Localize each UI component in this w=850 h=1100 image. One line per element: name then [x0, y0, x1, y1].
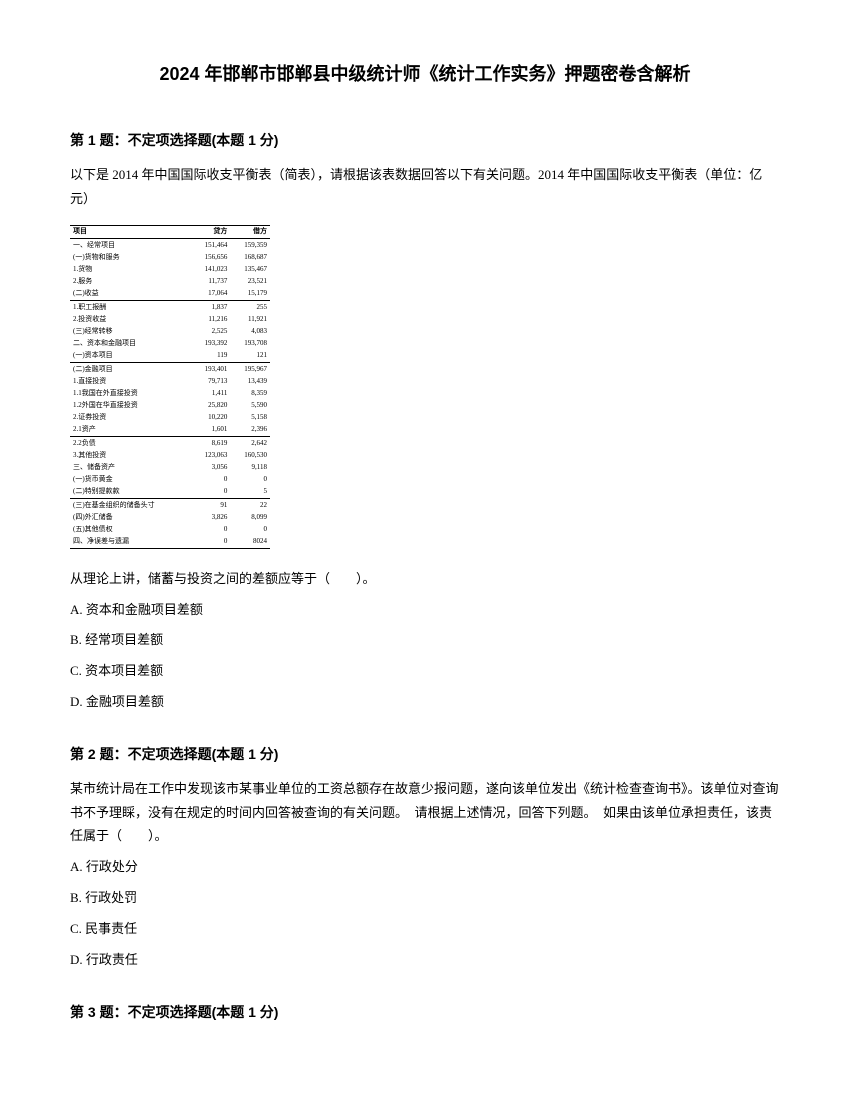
- table-cell: (二)金融项目: [70, 363, 191, 376]
- q1-option-a: A. 资本和金融项目差额: [70, 600, 780, 621]
- table-cell: 17,064: [191, 288, 231, 301]
- table-cell: 2.证券投资: [70, 412, 191, 424]
- table-cell: 159,359: [230, 239, 270, 252]
- table-cell: 3.其他投资: [70, 449, 191, 461]
- table-cell: 三、储备资产: [70, 462, 191, 474]
- q2-option-c: C. 民事责任: [70, 919, 780, 940]
- table-cell: 160,530: [230, 449, 270, 461]
- table-cell: 2.投资收益: [70, 313, 191, 325]
- table-cell: 8024: [230, 536, 270, 549]
- table-cell: 1.直接投资: [70, 375, 191, 387]
- balance-table: 项目贷方借方一、经常项目151,464159,359 (一)货物和服务156,65…: [70, 225, 270, 549]
- table-cell: 一、经常项目: [70, 239, 191, 252]
- table-cell: (三)经常转移: [70, 325, 191, 337]
- table-cell: 1.2外国在华直接投资: [70, 400, 191, 412]
- table-cell: 1,411: [191, 387, 231, 399]
- table-cell: 8,099: [230, 511, 270, 523]
- table-cell: 135,467: [230, 264, 270, 276]
- table-cell: 156,656: [191, 251, 231, 263]
- table-cell: 193,392: [191, 338, 231, 350]
- table-cell: (四)外汇储备: [70, 511, 191, 523]
- table-cell: 2,642: [230, 437, 270, 450]
- table-header-cell: 项目: [70, 225, 191, 238]
- table-cell: (一)货物和服务: [70, 251, 191, 263]
- table-cell: 168,687: [230, 251, 270, 263]
- q2-options: A. 行政处分 B. 行政处罚 C. 民事责任 D. 行政责任: [70, 857, 780, 970]
- table-cell: 11,216: [191, 313, 231, 325]
- table-cell: (二)收益: [70, 288, 191, 301]
- table-cell: 141,023: [191, 264, 231, 276]
- table-cell: 1.职工报酬: [70, 301, 191, 314]
- table-cell: 0: [230, 523, 270, 535]
- q1-text: 以下是 2014 年中国国际收支平衡表（简表），请根据该表数据回答以下有关问题。…: [70, 163, 780, 210]
- table-cell: 193,708: [230, 338, 270, 350]
- table-cell: 22: [230, 499, 270, 512]
- table-cell: 4,083: [230, 325, 270, 337]
- table-cell: 79,713: [191, 375, 231, 387]
- table-cell: 2.服务: [70, 276, 191, 288]
- table-cell: 3,826: [191, 511, 231, 523]
- table-cell: 2.2负债: [70, 437, 191, 450]
- table-cell: 193,401: [191, 363, 231, 376]
- table-cell: 1.1我国在外直接投资: [70, 387, 191, 399]
- page-title: 2024 年邯郸市邯郸县中级统计师《统计工作实务》押题密卷含解析: [70, 60, 780, 89]
- q1-option-d: D. 金融项目差额: [70, 692, 780, 713]
- table-cell: 1,837: [191, 301, 231, 314]
- q1-option-c: C. 资本项目差额: [70, 661, 780, 682]
- table-header-cell: 借方: [230, 225, 270, 238]
- q2-header: 第 2 题：不定项选择题(本题 1 分): [70, 743, 780, 765]
- table-cell: 0: [191, 536, 231, 549]
- q1-options: A. 资本和金融项目差额 B. 经常项目差额 C. 资本项目差额 D. 金融项目…: [70, 600, 780, 713]
- table-cell: 255: [230, 301, 270, 314]
- table-header-cell: 贷方: [191, 225, 231, 238]
- table-cell: (一)货币黄金: [70, 474, 191, 486]
- table-cell: 25,820: [191, 400, 231, 412]
- table-cell: 15,179: [230, 288, 270, 301]
- table-cell: 10,220: [191, 412, 231, 424]
- table-cell: (二)特别提款款: [70, 486, 191, 499]
- table-cell: 2,396: [230, 424, 270, 437]
- table-cell: 23,521: [230, 276, 270, 288]
- table-cell: 195,967: [230, 363, 270, 376]
- table-cell: 11,921: [230, 313, 270, 325]
- table-cell: 8,359: [230, 387, 270, 399]
- q2-option-b: B. 行政处罚: [70, 888, 780, 909]
- table-cell: 151,464: [191, 239, 231, 252]
- table-cell: 9,118: [230, 462, 270, 474]
- q1-header: 第 1 题：不定项选择题(本题 1 分): [70, 129, 780, 151]
- table-cell: 5,590: [230, 400, 270, 412]
- q1-prompt: 从理论上讲，储蓄与投资之间的差额应等于（ ）。: [70, 569, 780, 590]
- table-cell: 2.1资产: [70, 424, 191, 437]
- table-cell: 91: [191, 499, 231, 512]
- table-cell: (一)资本项目: [70, 350, 191, 363]
- q3-header: 第 3 题：不定项选择题(本题 1 分): [70, 1001, 780, 1023]
- q2-text: 某市统计局在工作中发现该市某事业单位的工资总额存在故意少报问题，遂向该单位发出《…: [70, 777, 780, 847]
- table-cell: (三)在基金组织的储备头寸: [70, 499, 191, 512]
- table-cell: 四、净误差与遗漏: [70, 536, 191, 549]
- table-cell: 0: [191, 486, 231, 499]
- table-cell: 二、资本和金融项目: [70, 338, 191, 350]
- table-cell: 5: [230, 486, 270, 499]
- table-cell: 5,158: [230, 412, 270, 424]
- table-cell: (五)其他债权: [70, 523, 191, 535]
- q2-option-d: D. 行政责任: [70, 950, 780, 971]
- table-cell: 0: [191, 474, 231, 486]
- table-cell: 3,056: [191, 462, 231, 474]
- table-cell: 119: [191, 350, 231, 363]
- q2-option-a: A. 行政处分: [70, 857, 780, 878]
- table-cell: 2,525: [191, 325, 231, 337]
- q1-option-b: B. 经常项目差额: [70, 630, 780, 651]
- table-cell: 0: [191, 523, 231, 535]
- table-cell: 123,063: [191, 449, 231, 461]
- table-cell: 13,439: [230, 375, 270, 387]
- table-cell: 0: [230, 474, 270, 486]
- table-cell: 8,619: [191, 437, 231, 450]
- table-cell: 11,737: [191, 276, 231, 288]
- table-cell: 121: [230, 350, 270, 363]
- table-cell: 1.货物: [70, 264, 191, 276]
- table-cell: 1,601: [191, 424, 231, 437]
